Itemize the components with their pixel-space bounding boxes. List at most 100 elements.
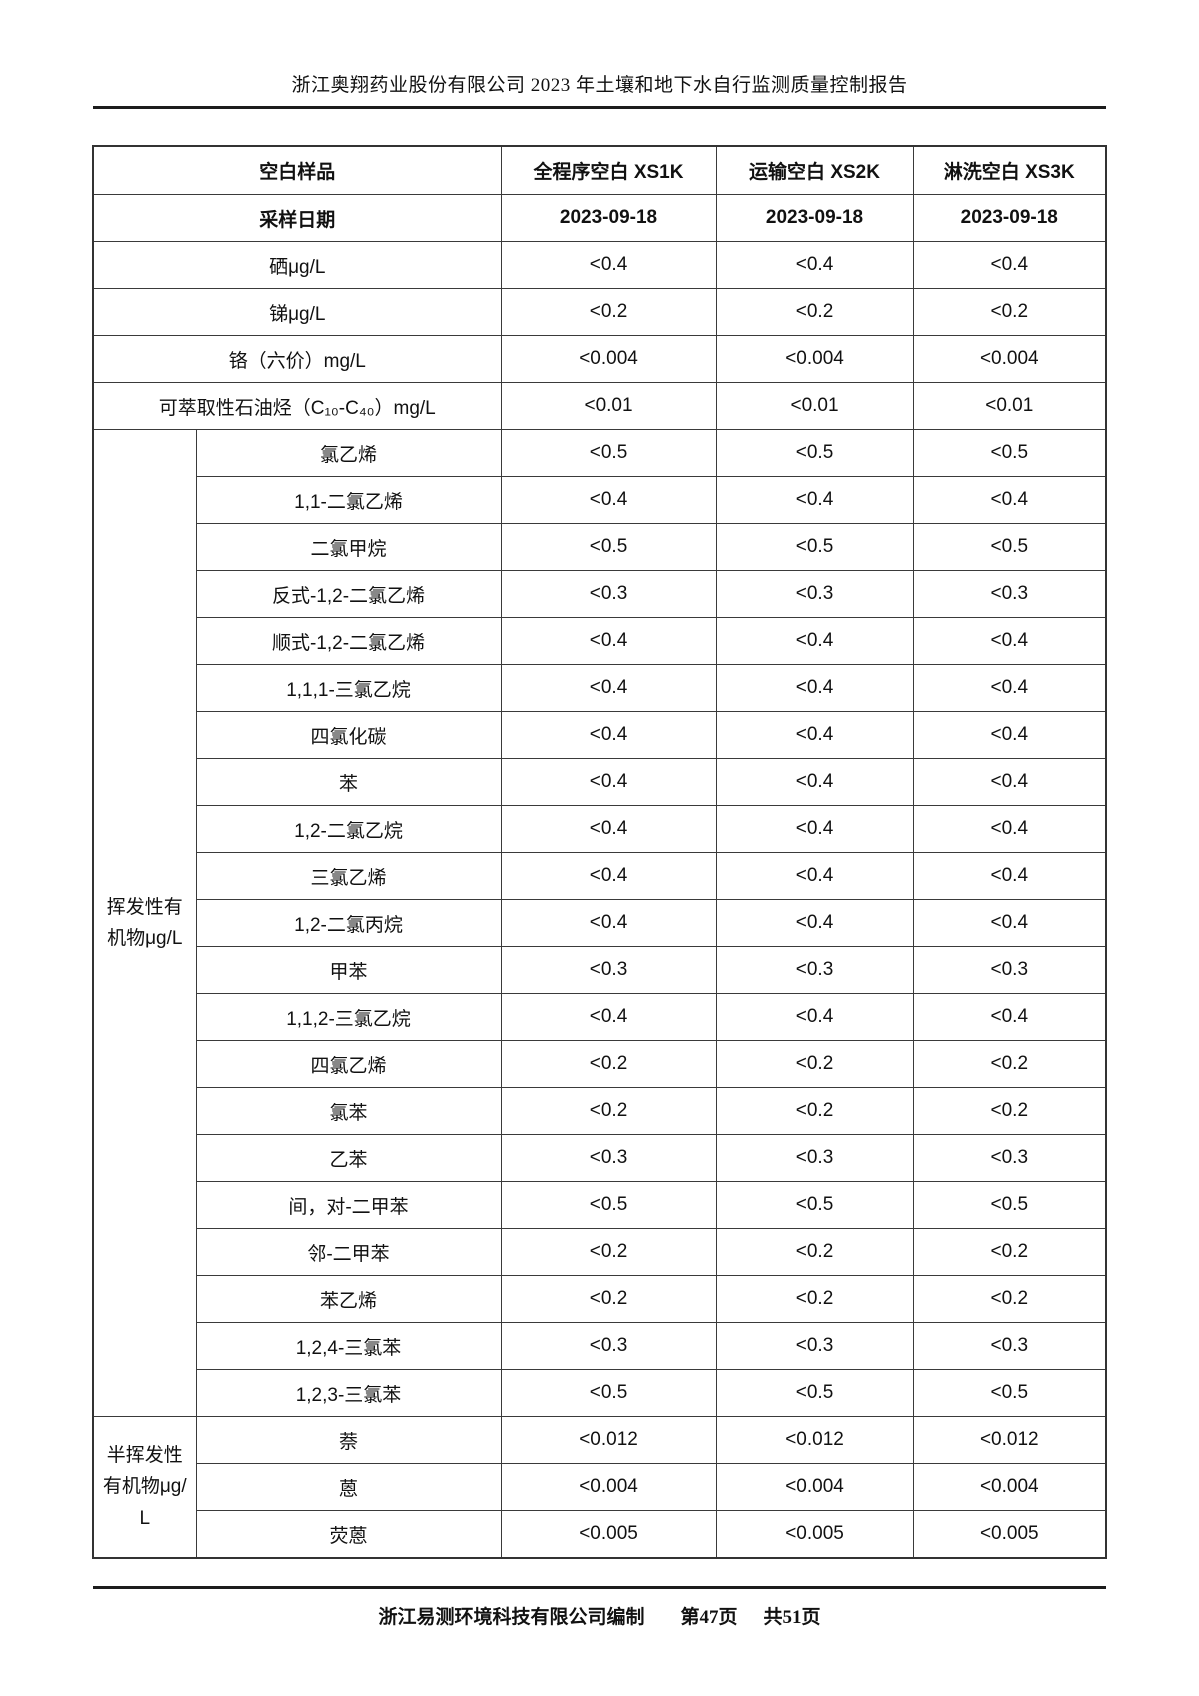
analyte-value: <0.4 [500, 899, 717, 947]
analyte-value: <0.5 [715, 1369, 914, 1417]
analyte-name: 1,1,2-三氯乙烷 [195, 993, 502, 1041]
analyte-row: 四氯化碳 <0.4 <0.4 <0.4 [93, 711, 1107, 759]
page-footer: 浙江易测环境科技有限公司编制 第47页 共51页 [93, 1586, 1106, 1629]
page-header-title: 浙江奥翔药业股份有限公司 2023 年土壤和地下水自行监测质量控制报告 [291, 75, 908, 96]
analyte-row: 1,1,2-三氯乙烷 <0.4 <0.4 <0.4 [93, 993, 1107, 1041]
sampling-date-value: 2023-09-18 [912, 194, 1107, 242]
analyte-row: 1,2,3-三氯苯 <0.5 <0.5 <0.5 [93, 1369, 1107, 1417]
analyte-value: <0.4 [715, 852, 914, 900]
analyte-value: <0.5 [500, 429, 717, 477]
parameter-value: <0.01 [912, 382, 1107, 430]
parameter-value: <0.2 [912, 288, 1107, 336]
analyte-value: <0.4 [715, 617, 914, 665]
sampling-date-row: 采样日期 2023-09-18 2023-09-18 2023-09-18 [92, 194, 1107, 242]
analyte-value: <0.5 [912, 1181, 1107, 1229]
analyte-value: <0.2 [912, 1228, 1107, 1276]
blank-sample-table: 空白样品 全程序空白 XS1K 运输空白 XS2K 淋洗空白 XS3K 采样日期… [92, 145, 1108, 1559]
header-cell-transport-blank: 运输空白 XS2K [715, 145, 914, 195]
analyte-value: <0.4 [912, 664, 1107, 712]
analyte-value: <0.4 [912, 758, 1107, 806]
analyte-value: <0.4 [715, 664, 914, 712]
analyte-value: <0.4 [500, 664, 717, 712]
footer-total-pages: 共51页 [763, 1607, 821, 1628]
table-row: 锑μg/L <0.2 <0.2 <0.2 [92, 288, 1107, 336]
analyte-value: <0.5 [912, 523, 1107, 571]
fixed-rows: 空白样品 全程序空白 XS1K 运输空白 XS2K 淋洗空白 XS3K 采样日期… [92, 145, 1107, 430]
analyte-value: <0.005 [715, 1510, 914, 1559]
analyte-value: <0.4 [912, 852, 1107, 900]
table-header-row: 空白样品 全程序空白 XS1K 运输空白 XS2K 淋洗空白 XS3K [92, 145, 1107, 195]
analyte-value: <0.4 [715, 476, 914, 524]
analyte-row: 蒽 <0.004 <0.004 <0.004 [93, 1463, 1107, 1511]
analyte-value: <0.012 [912, 1416, 1107, 1464]
analyte-value: <0.004 [715, 1463, 914, 1511]
analyte-value: <0.2 [715, 1275, 914, 1323]
analyte-value: <0.2 [912, 1275, 1107, 1323]
group-label: 挥发性有机物μg/L [92, 429, 197, 1417]
analyte-row: 1,2-二氯乙烷 <0.4 <0.4 <0.4 [93, 805, 1107, 853]
table-row: 硒μg/L <0.4 <0.4 <0.4 [92, 241, 1107, 289]
analyte-value: <0.5 [500, 523, 717, 571]
parameter-value: <0.2 [500, 288, 717, 336]
table-row: 铬（六价）mg/L <0.004 <0.004 <0.004 [92, 335, 1107, 383]
analyte-row: 苯 <0.4 <0.4 <0.4 [93, 758, 1107, 806]
parameter-value: <0.01 [500, 382, 717, 430]
analyte-name: 1,2,4-三氯苯 [195, 1322, 502, 1370]
analyte-value: <0.4 [912, 899, 1107, 947]
analyte-row: 反式-1,2-二氯乙烯 <0.3 <0.3 <0.3 [93, 570, 1107, 618]
analyte-value: <0.3 [715, 1134, 914, 1182]
analyte-value: <0.4 [912, 711, 1107, 759]
analyte-value: <0.004 [500, 1463, 717, 1511]
analyte-value: <0.5 [912, 1369, 1107, 1417]
analyte-value: <0.2 [500, 1087, 717, 1135]
analyte-name: 顺式-1,2-二氯乙烯 [195, 617, 502, 665]
footer-page-number: 第47页 [680, 1607, 738, 1628]
analyte-value: <0.3 [500, 1322, 717, 1370]
analyte-value: <0.2 [715, 1228, 914, 1276]
analyte-row: 三氯乙烯 <0.4 <0.4 <0.4 [93, 852, 1107, 900]
analyte-value: <0.2 [912, 1040, 1107, 1088]
analyte-value: <0.3 [500, 1134, 717, 1182]
analyte-rows: 挥发性有机物μg/L 氯乙烯 <0.5 <0.5 <0.5 1,1-二氯乙烯 <0.4 <0.… [92, 429, 1107, 1559]
analyte-value: <0.4 [500, 617, 717, 665]
analyte-row: 四氯乙烯 <0.2 <0.2 <0.2 [93, 1040, 1107, 1088]
analyte-name: 氯苯 [195, 1087, 502, 1135]
analyte-value: <0.3 [912, 1322, 1107, 1370]
analyte-value: <0.5 [715, 429, 914, 477]
analyte-value: <0.2 [912, 1087, 1107, 1135]
parameter-value: <0.2 [715, 288, 914, 336]
analyte-row: 荧蒽 <0.005 <0.005 <0.005 [93, 1510, 1107, 1559]
footer-company: 浙江易测环境科技有限公司编制 [378, 1607, 645, 1628]
analyte-name: 氯乙烯 [195, 429, 502, 477]
analyte-value: <0.3 [912, 1134, 1107, 1182]
analyte-value: <0.2 [715, 1087, 914, 1135]
analyte-name: 间，对-二甲苯 [195, 1181, 502, 1229]
analyte-row: 间，对-二甲苯 <0.5 <0.5 <0.5 [93, 1181, 1107, 1229]
analyte-value: <0.5 [715, 1181, 914, 1229]
analyte-value: <0.4 [715, 993, 914, 1041]
parameter-value: <0.4 [912, 241, 1107, 289]
analyte-value: <0.2 [500, 1228, 717, 1276]
analyte-value: <0.004 [912, 1463, 1107, 1511]
analyte-name: 四氯化碳 [195, 711, 502, 759]
parameter-value: <0.004 [715, 335, 914, 383]
analyte-value: <0.5 [912, 429, 1107, 477]
analyte-value: <0.4 [912, 476, 1107, 524]
parameter-value: <0.004 [500, 335, 717, 383]
sampling-date-value: 2023-09-18 [500, 194, 717, 242]
analyte-row: 氯苯 <0.2 <0.2 <0.2 [93, 1087, 1107, 1135]
analyte-value: <0.012 [715, 1416, 914, 1464]
analyte-value: <0.3 [715, 946, 914, 994]
sampling-date-value: 2023-09-18 [715, 194, 914, 242]
analyte-row: 挥发性有机物μg/L 氯乙烯 <0.5 <0.5 <0.5 [92, 429, 1107, 1417]
header-cell-rinse-blank: 淋洗空白 XS3K [912, 145, 1107, 195]
sampling-date-label: 采样日期 [92, 194, 502, 242]
analyte-value: <0.2 [500, 1275, 717, 1323]
analyte-row: 苯乙烯 <0.2 <0.2 <0.2 [93, 1275, 1107, 1323]
analyte-value: <0.4 [912, 805, 1107, 853]
analyte-row: 邻-二甲苯 <0.2 <0.2 <0.2 [93, 1228, 1107, 1276]
parameter-label: 硒μg/L [92, 241, 502, 289]
analyte-name: 1,2,3-三氯苯 [195, 1369, 502, 1417]
analyte-value: <0.3 [500, 946, 717, 994]
